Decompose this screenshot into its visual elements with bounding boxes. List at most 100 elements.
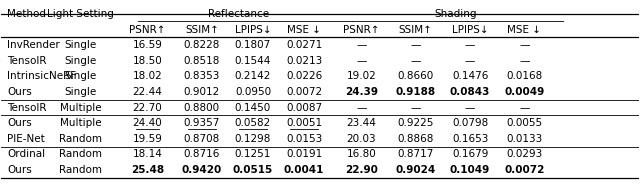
Text: Shading: Shading	[435, 9, 477, 19]
Text: 24.40: 24.40	[132, 118, 163, 128]
Text: —: —	[411, 56, 421, 66]
Text: Single: Single	[65, 87, 97, 97]
Text: —: —	[411, 40, 421, 50]
Text: Ours: Ours	[7, 87, 32, 97]
Text: 0.1450: 0.1450	[235, 103, 271, 113]
Text: 0.8353: 0.8353	[184, 71, 220, 81]
Text: —: —	[356, 40, 367, 50]
Text: Ordinal: Ordinal	[7, 149, 45, 159]
Text: TensoIR: TensoIR	[7, 103, 47, 113]
Text: 0.9024: 0.9024	[396, 165, 436, 175]
Text: 0.1049: 0.1049	[450, 165, 490, 175]
Text: 18.50: 18.50	[132, 56, 163, 66]
Text: 0.1251: 0.1251	[235, 149, 271, 159]
Text: Random: Random	[59, 134, 102, 144]
Text: —: —	[356, 56, 367, 66]
Text: 0.0271: 0.0271	[286, 40, 322, 50]
Text: 18.02: 18.02	[132, 71, 163, 81]
Text: MSE ↓: MSE ↓	[508, 25, 541, 35]
Text: MSE ↓: MSE ↓	[287, 25, 321, 35]
Text: 0.8717: 0.8717	[397, 149, 434, 159]
Text: PIE-Net: PIE-Net	[7, 134, 45, 144]
Text: 0.8868: 0.8868	[397, 134, 434, 144]
Text: 19.02: 19.02	[347, 71, 376, 81]
Text: 0.8708: 0.8708	[184, 134, 220, 144]
Text: SSIM↑: SSIM↑	[185, 25, 219, 35]
Text: 22.90: 22.90	[345, 165, 378, 175]
Text: —: —	[519, 40, 529, 50]
Text: 24.39: 24.39	[345, 87, 378, 97]
Text: —: —	[356, 103, 367, 113]
Text: 0.0582: 0.0582	[235, 118, 271, 128]
Text: 0.1653: 0.1653	[452, 134, 488, 144]
Text: —: —	[519, 56, 529, 66]
Text: IntrinsicNeRF: IntrinsicNeRF	[7, 71, 76, 81]
Text: Reflectance: Reflectance	[208, 9, 269, 19]
Text: Light Setting: Light Setting	[47, 9, 114, 19]
Text: 22.70: 22.70	[132, 103, 163, 113]
Text: 0.0072: 0.0072	[286, 87, 322, 97]
Text: 0.1298: 0.1298	[235, 134, 271, 144]
Text: 0.9420: 0.9420	[182, 165, 222, 175]
Text: 0.9357: 0.9357	[184, 118, 220, 128]
Text: LPIPS↓: LPIPS↓	[452, 25, 488, 35]
Text: 0.0055: 0.0055	[506, 118, 543, 128]
Text: 0.0168: 0.0168	[506, 71, 543, 81]
Text: 0.0191: 0.0191	[286, 149, 322, 159]
Text: 0.1679: 0.1679	[452, 149, 488, 159]
Text: 0.9225: 0.9225	[397, 118, 434, 128]
Text: Ours: Ours	[7, 165, 32, 175]
Text: 0.0051: 0.0051	[286, 118, 322, 128]
Text: 0.0049: 0.0049	[504, 87, 545, 97]
Text: —: —	[465, 103, 476, 113]
Text: —: —	[465, 40, 476, 50]
Text: 0.1544: 0.1544	[235, 56, 271, 66]
Text: 0.8660: 0.8660	[397, 71, 434, 81]
Text: 0.0072: 0.0072	[504, 165, 545, 175]
Text: Multiple: Multiple	[60, 103, 101, 113]
Text: 0.0515: 0.0515	[233, 165, 273, 175]
Text: 20.03: 20.03	[347, 134, 376, 144]
Text: 25.48: 25.48	[131, 165, 164, 175]
Text: SSIM↑: SSIM↑	[399, 25, 433, 35]
Text: Single: Single	[65, 71, 97, 81]
Text: 0.0798: 0.0798	[452, 118, 488, 128]
Text: 0.0133: 0.0133	[506, 134, 543, 144]
Text: PSNR↑: PSNR↑	[343, 25, 380, 35]
Text: 23.44: 23.44	[347, 118, 376, 128]
Text: 0.0843: 0.0843	[450, 87, 490, 97]
Text: 0.0226: 0.0226	[286, 71, 322, 81]
Text: 0.8716: 0.8716	[184, 149, 220, 159]
Text: 0.8800: 0.8800	[184, 103, 220, 113]
Text: 0.9012: 0.9012	[184, 87, 220, 97]
Text: 0.0293: 0.0293	[506, 149, 543, 159]
Text: 22.44: 22.44	[132, 87, 163, 97]
Text: Random: Random	[59, 149, 102, 159]
Text: 0.1807: 0.1807	[235, 40, 271, 50]
Text: Random: Random	[59, 165, 102, 175]
Text: —: —	[411, 103, 421, 113]
Text: 0.0950: 0.0950	[235, 87, 271, 97]
Text: 0.0213: 0.0213	[286, 56, 322, 66]
Text: —: —	[519, 103, 529, 113]
Text: 0.2142: 0.2142	[235, 71, 271, 81]
Text: 0.8228: 0.8228	[184, 40, 220, 50]
Text: 0.0087: 0.0087	[286, 103, 322, 113]
Text: —: —	[465, 56, 476, 66]
Text: 0.0041: 0.0041	[284, 165, 324, 175]
Text: 16.59: 16.59	[132, 40, 163, 50]
Text: InvRender: InvRender	[7, 40, 60, 50]
Text: Single: Single	[65, 56, 97, 66]
Text: Multiple: Multiple	[60, 118, 101, 128]
Text: TensoIR: TensoIR	[7, 56, 47, 66]
Text: 0.9188: 0.9188	[396, 87, 436, 97]
Text: 16.80: 16.80	[347, 149, 376, 159]
Text: 0.8518: 0.8518	[184, 56, 220, 66]
Text: Ours: Ours	[7, 118, 32, 128]
Text: LPIPS↓: LPIPS↓	[235, 25, 271, 35]
Text: 18.14: 18.14	[132, 149, 163, 159]
Text: Single: Single	[65, 40, 97, 50]
Text: 0.1476: 0.1476	[452, 71, 488, 81]
Text: 0.0153: 0.0153	[286, 134, 322, 144]
Text: PSNR↑: PSNR↑	[129, 25, 166, 35]
